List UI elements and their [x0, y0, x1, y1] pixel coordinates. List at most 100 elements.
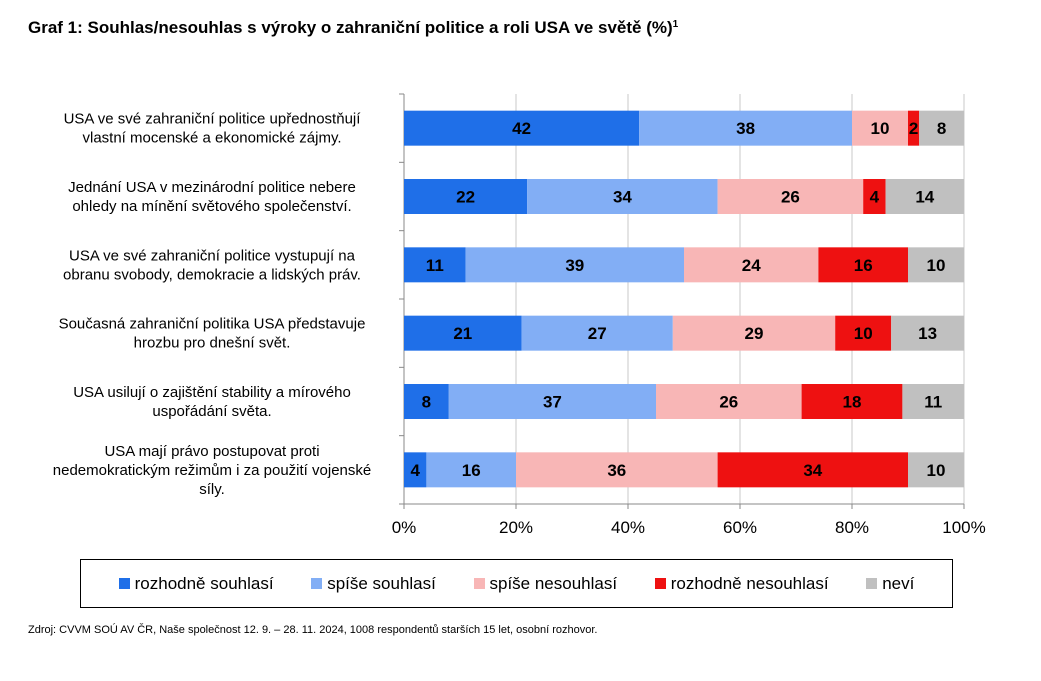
data-label: 27	[588, 324, 607, 343]
bar-segment	[891, 315, 964, 351]
category-label: Současná zahraniční politika USA předsta…	[59, 316, 366, 352]
category-label-line: USA ve své zahraniční politice vystupují…	[69, 247, 356, 264]
data-label: 10	[871, 119, 890, 138]
bar-segment	[404, 110, 640, 146]
bar-segment	[521, 315, 673, 351]
category-label-line: obranu svobody, demokracie a lidských pr…	[63, 266, 361, 283]
x-tick-label: 20%	[499, 518, 533, 537]
data-label: 16	[854, 256, 873, 275]
data-label: 34	[803, 461, 822, 480]
data-label: 11	[924, 393, 942, 412]
category-label: USA mají právo postupovat proti nedemokra…	[53, 443, 371, 498]
x-tick-label: 100%	[942, 518, 985, 537]
category-label-line: nedemokratickým režimům i za použití voj…	[53, 462, 371, 479]
category-label-line: Současná zahraniční politika USA předsta…	[59, 316, 366, 333]
x-tick-label: 60%	[723, 518, 757, 537]
bar-segment	[404, 179, 528, 214]
legend-swatch	[866, 578, 878, 589]
data-label: 16	[462, 461, 481, 480]
stacked-bar-chart: 0% 20% 40% 60% 80% 100% USA ve své zahraniční …	[53, 93, 986, 537]
legend-item: neví	[866, 574, 914, 594]
chart-title: Graf 1: Souhlas/nesouhlas s výroky o zah…	[28, 18, 679, 37]
legend-item: rozhodně nesouhlasí	[654, 573, 829, 594]
bar-segment	[404, 315, 522, 351]
legend: rozhodně souhlasí spíše souhlasí spíše nes…	[80, 559, 953, 608]
category-label-line: vlastní mocenské a ekonomické zájmy.	[83, 130, 342, 147]
x-tick-label: 80%	[835, 518, 869, 537]
category-label-line: Jednání USA v mezinárodní politice neber…	[68, 179, 356, 196]
data-label: 11	[426, 256, 444, 275]
category-label-line: USA mají právo postupovat proti	[104, 443, 319, 460]
category-label-line: hrozbu pro dnešní svět.	[134, 335, 291, 352]
bar-segment	[465, 247, 684, 283]
bar-segment	[684, 247, 819, 283]
data-label: 21	[453, 324, 472, 343]
data-label: 13	[918, 324, 937, 343]
bar-segment	[656, 384, 802, 419]
bar-segment	[801, 384, 903, 419]
legend-item: rozhodně souhlasí	[118, 573, 274, 594]
data-label: 14	[915, 188, 934, 207]
bar-segment	[885, 179, 964, 214]
category-label: USA ve své zahraniční politice upřednost…	[64, 111, 362, 147]
data-label: 2	[909, 119, 918, 138]
category-label-line: uspořádání světa.	[152, 403, 271, 420]
legend-swatch	[118, 578, 130, 589]
legend-label: rozhodně nesouhlasí	[670, 573, 829, 593]
data-label: 8	[422, 393, 431, 412]
bar-segment	[908, 452, 964, 488]
bar-segment	[835, 315, 892, 351]
data-label: 24	[742, 256, 761, 275]
data-label: 10	[927, 256, 946, 275]
x-tick-label: 0%	[392, 518, 417, 537]
bar-segment	[404, 384, 449, 419]
data-label: 4	[870, 188, 880, 207]
category-label: USA usilují o zajištění stability a míro…	[73, 384, 351, 420]
data-label: 8	[937, 119, 946, 138]
category-label-line: ohledy na mínění světového společenství.	[72, 198, 351, 215]
bar-segment	[863, 179, 886, 214]
legend-item: spíše nesouhlasí	[473, 573, 618, 594]
bar-segment	[404, 452, 427, 488]
category-label: USA ve své zahraniční politice vystupují…	[63, 247, 361, 283]
x-tick-label: 40%	[611, 518, 645, 537]
bar-segment	[717, 452, 908, 488]
data-label: 10	[854, 324, 873, 343]
data-label: 38	[736, 119, 755, 138]
bar-segment	[404, 247, 466, 283]
data-label: 4	[410, 461, 420, 480]
bar-segment	[639, 110, 852, 146]
bar-segment	[426, 452, 516, 488]
legend-item: spíše souhlasí	[311, 574, 436, 594]
data-label: 10	[927, 461, 946, 480]
legend-swatch	[654, 578, 666, 589]
bar-segment	[902, 384, 964, 419]
legend-label: spíše souhlasí	[327, 573, 436, 593]
category-label-line: síly.	[199, 481, 225, 498]
bar-segment	[516, 452, 718, 488]
data-label: 26	[719, 393, 738, 412]
bar-segment	[818, 247, 908, 283]
bar-segment	[672, 315, 836, 351]
data-label: 39	[565, 256, 584, 275]
data-label: 36	[607, 461, 626, 480]
source-note: Zdroj: CVVM SOÚ AV ČR, Naše společnost 1…	[28, 624, 598, 636]
data-label: 29	[745, 324, 764, 343]
legend-label: rozhodně souhlasí	[134, 573, 274, 593]
category-label-line: USA ve své zahraniční politice upřednost…	[64, 111, 362, 128]
data-label: 22	[456, 188, 475, 207]
data-label: 42	[512, 119, 531, 138]
legend-swatch	[473, 578, 485, 589]
bar-segment	[852, 110, 908, 146]
legend-label: spíše nesouhlasí	[489, 573, 618, 593]
category-label: Jednání USA v mezinárodní politice neber…	[68, 179, 356, 215]
bar-segment	[919, 110, 964, 146]
legend-swatch	[311, 578, 323, 589]
legend-label: neví	[882, 573, 915, 593]
data-label: 37	[543, 393, 562, 412]
bar-segment	[908, 247, 964, 283]
data-label: 18	[843, 393, 862, 412]
data-label: 34	[613, 188, 632, 207]
bar-segment	[448, 384, 656, 419]
bar-segment	[908, 110, 920, 146]
